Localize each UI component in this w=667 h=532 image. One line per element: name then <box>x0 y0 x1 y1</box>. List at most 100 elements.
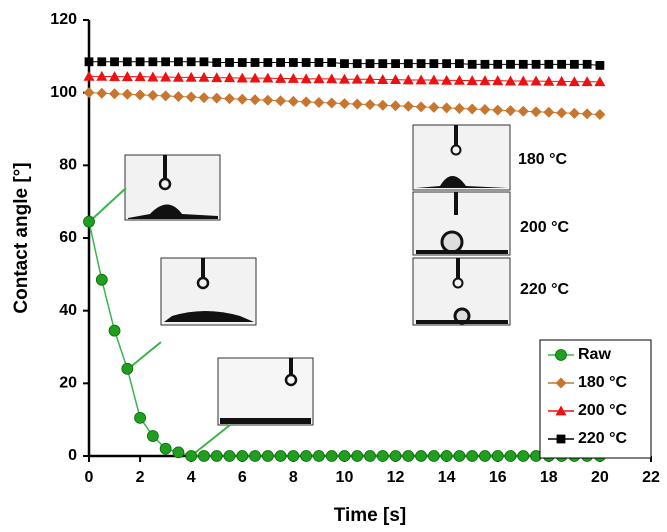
marker <box>389 450 402 462</box>
marker <box>325 450 338 462</box>
marker <box>275 72 287 83</box>
marker <box>441 102 453 114</box>
marker <box>288 58 298 67</box>
marker <box>340 59 349 68</box>
marker <box>146 430 159 442</box>
marker <box>351 98 363 110</box>
marker <box>351 450 364 462</box>
marker <box>287 450 300 462</box>
marker <box>314 58 324 67</box>
marker <box>505 105 516 117</box>
marker <box>236 72 248 83</box>
marker <box>174 57 183 67</box>
marker <box>134 71 146 82</box>
marker <box>403 59 413 68</box>
marker <box>466 103 478 115</box>
marker <box>479 104 491 116</box>
marker <box>263 58 273 67</box>
series <box>84 57 605 70</box>
marker <box>364 73 376 84</box>
marker <box>172 71 184 82</box>
marker <box>287 95 299 107</box>
y-tick-label: 40 <box>59 302 77 319</box>
marker <box>326 73 338 84</box>
marker <box>109 71 121 82</box>
photo <box>412 257 511 326</box>
marker <box>287 72 299 83</box>
marker <box>415 101 427 113</box>
marker <box>365 59 375 68</box>
marker <box>274 450 287 462</box>
marker <box>569 59 579 69</box>
inset-photos <box>124 124 511 426</box>
marker <box>159 442 172 455</box>
marker <box>97 57 107 67</box>
series <box>83 70 606 87</box>
marker <box>493 59 503 69</box>
marker <box>185 71 197 82</box>
photo <box>124 154 221 221</box>
marker <box>313 450 325 462</box>
x-tick-label: 22 <box>642 469 660 486</box>
marker <box>530 106 542 118</box>
marker <box>122 57 132 67</box>
marker <box>377 99 389 111</box>
marker <box>250 58 260 67</box>
marker <box>313 73 325 84</box>
marker <box>427 450 440 462</box>
marker <box>556 434 566 444</box>
marker <box>378 59 388 68</box>
marker <box>517 105 529 117</box>
marker <box>338 73 350 84</box>
y-tick-label: 20 <box>59 375 77 392</box>
y-tick-label: 80 <box>59 157 77 174</box>
marker <box>581 108 593 120</box>
marker <box>557 59 566 69</box>
marker <box>531 59 541 69</box>
marker <box>390 74 402 84</box>
marker <box>83 87 95 99</box>
marker <box>506 59 515 69</box>
marker <box>480 59 490 69</box>
marker <box>147 71 159 82</box>
marker <box>568 107 580 119</box>
marker <box>147 89 159 101</box>
marker <box>352 59 362 68</box>
marker <box>453 74 465 85</box>
marker <box>224 93 235 105</box>
marker <box>594 76 606 87</box>
leader-line <box>127 341 162 370</box>
marker <box>492 104 504 116</box>
x-tick-label: 10 <box>336 469 354 486</box>
marker <box>109 88 121 100</box>
marker <box>479 450 491 462</box>
marker <box>543 75 555 86</box>
marker <box>83 70 95 81</box>
x-axis-title: Time [s] <box>334 505 407 526</box>
marker <box>467 59 477 69</box>
marker <box>160 90 172 102</box>
marker <box>402 100 414 112</box>
marker <box>237 58 247 67</box>
y-tick-label: 60 <box>59 229 77 246</box>
marker <box>224 72 235 83</box>
marker <box>121 71 133 82</box>
marker <box>95 273 108 286</box>
marker <box>185 91 197 103</box>
marker <box>505 75 516 86</box>
marker <box>581 76 593 87</box>
marker <box>415 74 427 85</box>
marker <box>556 107 568 119</box>
photo <box>412 124 511 191</box>
marker <box>134 411 146 424</box>
y-axis-title: Contact angle [°] <box>11 162 32 313</box>
marker <box>442 59 452 68</box>
marker <box>198 92 210 104</box>
leader-lines <box>88 187 231 457</box>
marker <box>455 59 464 68</box>
legend: Raw 180 °C 200 °C 220 °C <box>539 339 652 459</box>
marker <box>453 450 466 462</box>
marker <box>556 75 568 86</box>
marker <box>198 71 210 82</box>
